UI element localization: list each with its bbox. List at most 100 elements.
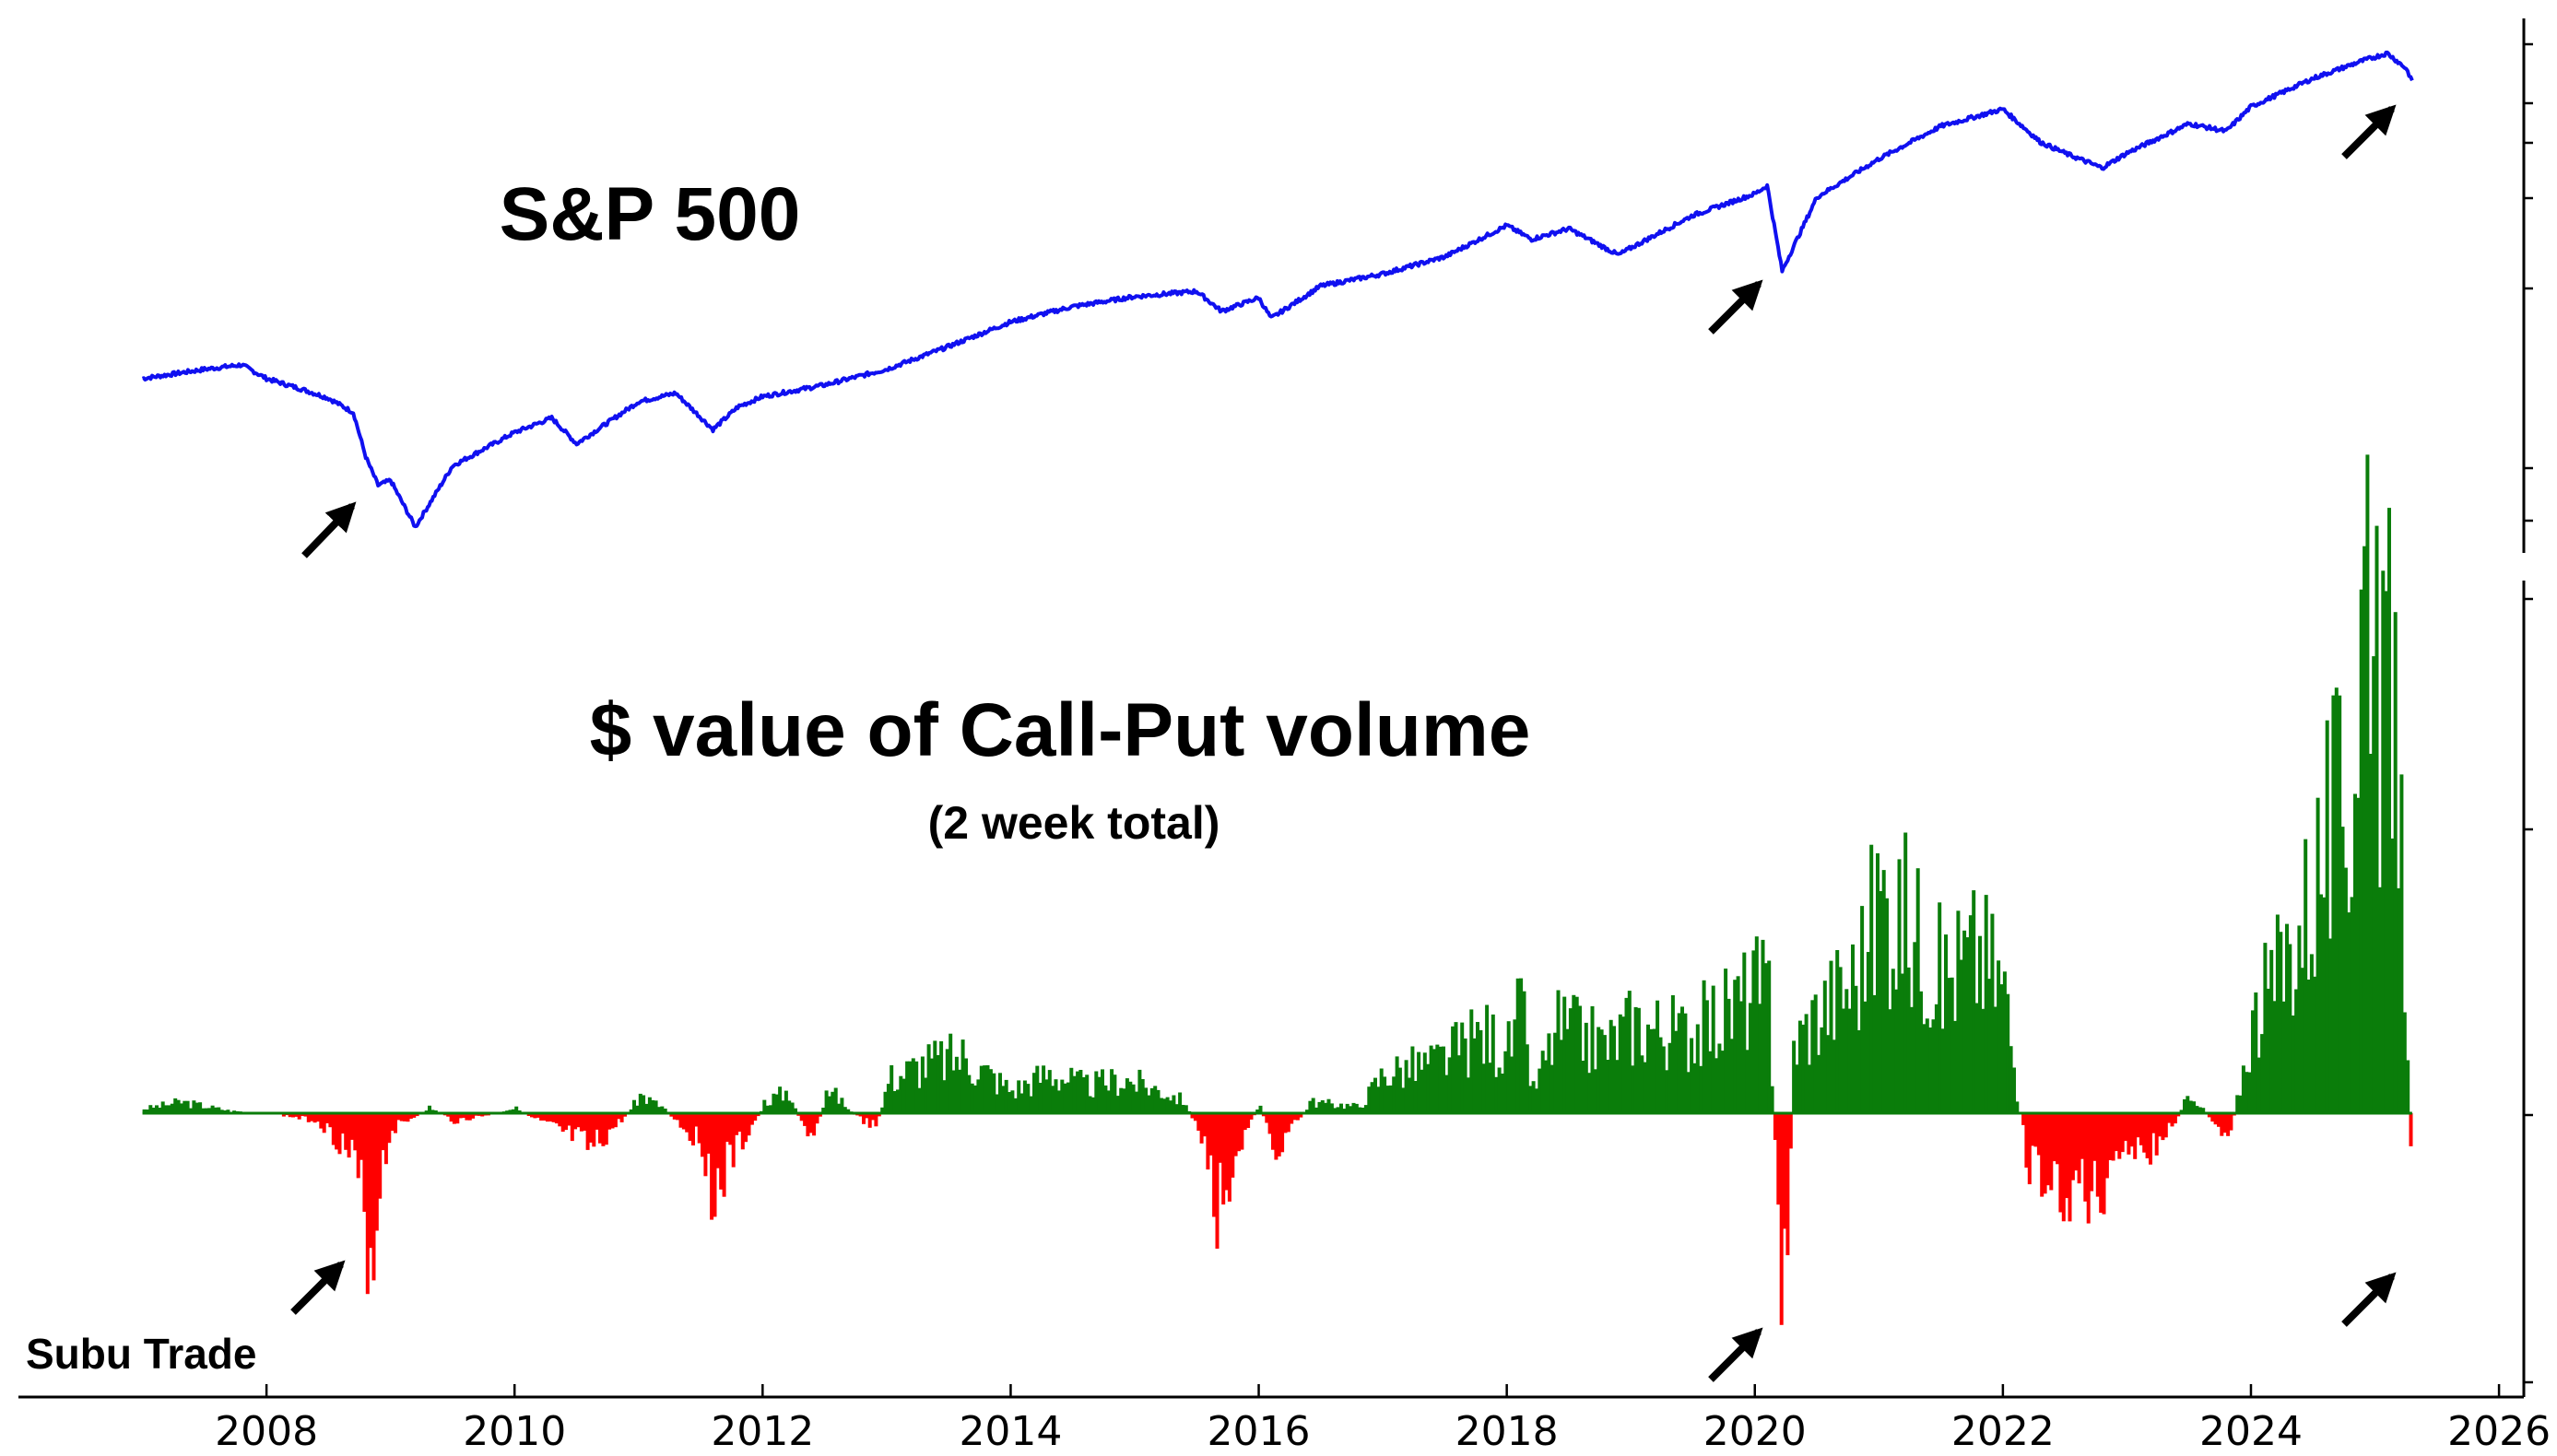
callput-bar bbox=[1869, 844, 1874, 1113]
top-axis-ticks bbox=[2524, 42, 2533, 523]
callput-bar bbox=[2297, 925, 2302, 1113]
x-tick-label: 2018 bbox=[1455, 1408, 1559, 1455]
callput-bar bbox=[1690, 1038, 1694, 1113]
callput-bar bbox=[371, 1113, 376, 1281]
callput-bar bbox=[1044, 1079, 1049, 1113]
callput-bar bbox=[1956, 910, 1961, 1113]
callput-bar bbox=[2263, 943, 2268, 1113]
callput-bar bbox=[1311, 1098, 1315, 1113]
callput-bar bbox=[1615, 1060, 1620, 1113]
callput-bar bbox=[1497, 1067, 1502, 1113]
callput-bar bbox=[890, 1065, 894, 1113]
callput-bar bbox=[2247, 1072, 2252, 1113]
callput-bar bbox=[2210, 1113, 2215, 1122]
callput-bar bbox=[1119, 1087, 1124, 1113]
callput-bar bbox=[945, 1049, 949, 1113]
callput-bar bbox=[623, 1113, 627, 1117]
callput-bar bbox=[1876, 853, 1879, 1113]
callput-bar bbox=[936, 1055, 940, 1113]
callput-bar bbox=[2056, 1113, 2060, 1165]
callput-bar bbox=[1258, 1105, 1263, 1113]
callput-bar bbox=[1680, 1006, 1684, 1113]
callput-bar bbox=[1088, 1096, 1092, 1113]
callput-bar bbox=[1069, 1067, 1074, 1113]
callput-bar bbox=[747, 1113, 751, 1136]
callput-bar bbox=[1221, 1113, 1226, 1205]
callput-bar bbox=[1879, 891, 1883, 1113]
callput-bar bbox=[676, 1113, 680, 1121]
callput-bar bbox=[1125, 1078, 1129, 1113]
callput-bar bbox=[344, 1113, 348, 1150]
sp500-title: S&P 500 bbox=[500, 172, 801, 256]
callput-bar bbox=[592, 1113, 596, 1147]
callput-bar bbox=[1829, 960, 1833, 1113]
callput-bar bbox=[799, 1113, 804, 1121]
callput-bar bbox=[735, 1113, 739, 1135]
callput-bar bbox=[1928, 1027, 1933, 1113]
callput-bar bbox=[663, 1109, 667, 1113]
callput-bar bbox=[2328, 938, 2333, 1113]
callput-bar bbox=[1724, 969, 1728, 1113]
callput-bar bbox=[2176, 1113, 2181, 1117]
callput-bar bbox=[914, 1061, 919, 1113]
callput-bar bbox=[1797, 1020, 1802, 1113]
callput-bar bbox=[1153, 1086, 1158, 1113]
callput-bar bbox=[530, 1113, 534, 1118]
x-tick-label: 2012 bbox=[711, 1408, 814, 1455]
callput-bar bbox=[1181, 1105, 1185, 1113]
callput-bar bbox=[1860, 906, 1865, 1113]
callput-bar bbox=[1627, 991, 1632, 1113]
callput-bar bbox=[1159, 1098, 1163, 1113]
callput-bar bbox=[1894, 989, 1899, 1113]
callput-bar bbox=[765, 1105, 770, 1113]
callput-bar bbox=[322, 1113, 326, 1133]
callput-bar bbox=[1299, 1113, 1303, 1118]
callput-bar bbox=[651, 1099, 655, 1113]
callput-bar bbox=[2229, 1113, 2233, 1131]
callput-bar bbox=[1568, 1008, 1573, 1113]
callput-bar bbox=[226, 1110, 230, 1113]
callput-bar bbox=[1101, 1069, 1104, 1113]
callput-bar bbox=[1522, 991, 1526, 1113]
callput-bar bbox=[1822, 980, 1827, 1113]
callput-bar bbox=[1274, 1113, 1278, 1160]
callput-bar bbox=[862, 1113, 866, 1124]
callput-bar bbox=[905, 1061, 910, 1113]
callput-bar bbox=[455, 1113, 460, 1124]
callput-bar bbox=[703, 1113, 708, 1177]
callput-bar bbox=[1866, 952, 1870, 1113]
callput-bar bbox=[201, 1108, 206, 1113]
callput-subtitle: (2 week total) bbox=[928, 797, 1220, 849]
callput-bar bbox=[1208, 1113, 1213, 1156]
callput-bar bbox=[1776, 1113, 1781, 1205]
callput-bar bbox=[1140, 1079, 1145, 1113]
callput-bar bbox=[347, 1113, 351, 1158]
callput-bar bbox=[2213, 1113, 2218, 1125]
callput-bar bbox=[2095, 1113, 2100, 1197]
callput-bar bbox=[2083, 1113, 2088, 1202]
callput-bar bbox=[2136, 1113, 2140, 1138]
callput-bar bbox=[390, 1113, 395, 1132]
callput-bar bbox=[1550, 1064, 1554, 1113]
callput-bar bbox=[1820, 1027, 1824, 1113]
callput-bar bbox=[1271, 1113, 1275, 1150]
callput-bar bbox=[2304, 839, 2308, 1113]
callput-bar bbox=[1193, 1113, 1197, 1121]
callput-bar bbox=[1950, 977, 1954, 1113]
callput-bar bbox=[1934, 1004, 1938, 1113]
callput-bar bbox=[1147, 1095, 1151, 1113]
callput-bar bbox=[554, 1113, 559, 1124]
callput-bar bbox=[1665, 1070, 1669, 1113]
callput-bar bbox=[818, 1113, 822, 1117]
callput-bar bbox=[1751, 950, 1756, 1113]
callput-bar bbox=[812, 1113, 817, 1136]
callput-bar bbox=[790, 1102, 795, 1113]
callput-bar bbox=[217, 1107, 221, 1113]
callput-bar bbox=[369, 1113, 373, 1249]
callput-bar bbox=[2102, 1113, 2106, 1215]
callput-bar bbox=[1206, 1113, 1210, 1170]
callput-bar bbox=[840, 1098, 844, 1113]
callput-bar bbox=[629, 1109, 633, 1113]
callput-bar bbox=[1931, 1019, 1936, 1113]
callput-bar bbox=[901, 1078, 906, 1113]
